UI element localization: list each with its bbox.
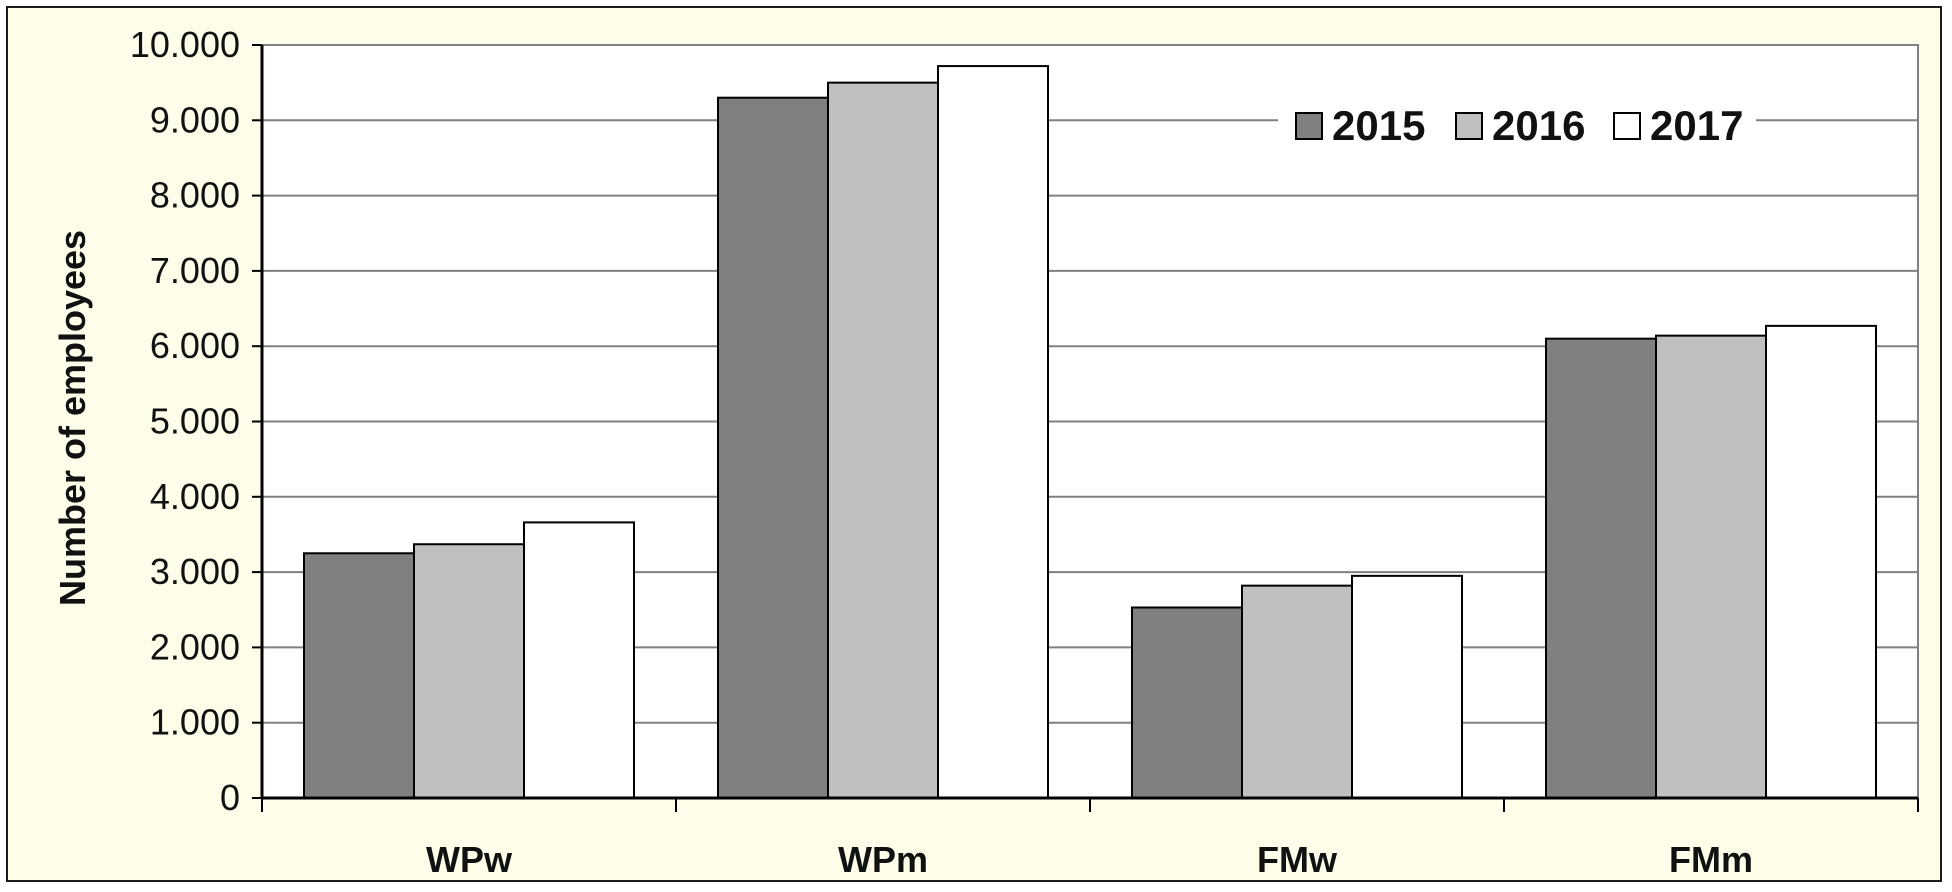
y-tick-label: 9.000 xyxy=(150,99,240,140)
legend-swatch-2017 xyxy=(1613,112,1641,140)
bar-chart: 0 1.000 2.000 3.000 4.000 5.000 6.000 7.000 8.00… xyxy=(52,24,1919,880)
plot-area: 0 1.000 2.000 3.000 4.000 5.000 6.000 7.000 8.00… xyxy=(130,24,1919,880)
y-tick-label: 10.000 xyxy=(130,24,240,65)
bar-WPw-2016 xyxy=(413,543,525,800)
bar-FMm-2017 xyxy=(1765,324,1877,799)
y-tick-label: 3.000 xyxy=(150,551,240,592)
legend-label-2016: 2016 xyxy=(1492,102,1585,149)
bar-WPm-2015 xyxy=(717,96,829,799)
legend-swatch-2016 xyxy=(1455,112,1483,140)
chart-frame: 0 1.000 2.000 3.000 4.000 5.000 6.000 7.000 8.00… xyxy=(6,6,1942,882)
bar-WPw-2017 xyxy=(523,521,635,799)
bar-FMw-2017 xyxy=(1351,574,1463,799)
bar-WPm-2017 xyxy=(937,65,1049,800)
y-tick-label: 0 xyxy=(220,777,240,818)
legend-label-2017: 2017 xyxy=(1650,102,1743,149)
y-tick-label: 6.000 xyxy=(150,325,240,366)
y-tick-label: 1.000 xyxy=(150,702,240,743)
y-tick-label: 5.000 xyxy=(150,401,240,442)
bar-FMm-2015 xyxy=(1545,337,1657,799)
y-axis-title: Number of employees xyxy=(52,230,93,606)
y-tick-label: 4.000 xyxy=(150,476,240,517)
bar-WPm-2016 xyxy=(827,81,939,799)
bar-FMw-2015 xyxy=(1131,606,1243,800)
legend-label-2015: 2015 xyxy=(1332,102,1425,149)
legend-swatch-2015 xyxy=(1295,112,1323,140)
bar-FMw-2016 xyxy=(1241,584,1353,799)
y-tick-label: 7.000 xyxy=(150,250,240,291)
legend-box xyxy=(1278,96,1756,154)
x-tick-label: WPm xyxy=(838,839,928,880)
x-tick-label: FMw xyxy=(1257,839,1338,880)
y-tick-label: 2.000 xyxy=(150,626,240,667)
bar-WPw-2015 xyxy=(303,552,415,800)
bar-FMm-2016 xyxy=(1655,334,1767,799)
x-tick-label: WPw xyxy=(426,839,513,880)
x-tick-label: FMm xyxy=(1669,839,1753,880)
y-tick-label: 8.000 xyxy=(150,175,240,216)
